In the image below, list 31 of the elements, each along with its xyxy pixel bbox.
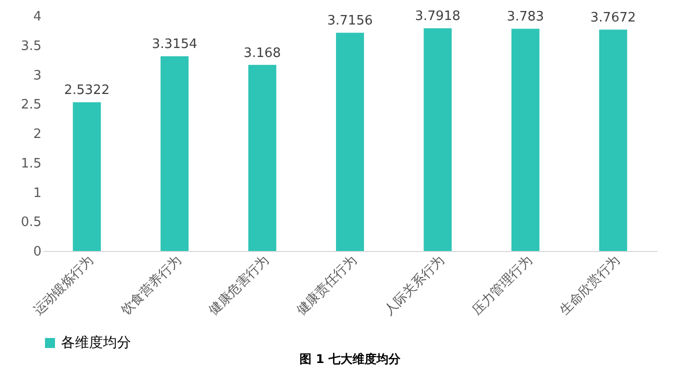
x-tick-label: 人际关系行为 xyxy=(382,252,448,319)
bar xyxy=(511,28,540,251)
y-tick-label: 2.5 xyxy=(20,98,42,113)
y-tick-label: 0 xyxy=(33,244,42,260)
legend-label: 各维度均分 xyxy=(61,335,131,351)
bar xyxy=(160,56,189,251)
data-label: 3.783 xyxy=(506,10,544,25)
data-label: 3.7156 xyxy=(327,14,373,29)
x-tick-label: 饮食营养行为 xyxy=(117,252,184,320)
y-tick-label: 1.5 xyxy=(20,156,42,172)
data-label: 3.3154 xyxy=(152,37,198,52)
y-tick-label: 3.5 xyxy=(20,38,42,54)
text: 图 1 七大维度均分 xyxy=(300,352,402,366)
bar xyxy=(248,64,276,251)
data-label: 3.7672 xyxy=(590,10,636,26)
x-tick-label: 压力管理行为 xyxy=(470,252,536,319)
data-label: 2.5322 xyxy=(64,83,110,98)
bar xyxy=(599,30,628,251)
y-tick-label: 0.5 xyxy=(20,215,42,230)
y-tick-label: 3 xyxy=(33,68,42,84)
data-label: 3.7918 xyxy=(414,9,460,24)
bar xyxy=(336,32,364,251)
bar xyxy=(424,28,452,251)
y-tick-label: 1 xyxy=(33,186,42,201)
x-tick-label: 健康责任行为 xyxy=(294,252,360,319)
data-label: 3.168 xyxy=(244,46,281,61)
x-tick-label: 生命欣赏行为 xyxy=(557,252,624,319)
x-tick-label: 健康危害行为 xyxy=(206,252,272,319)
bar xyxy=(72,102,101,251)
y-tick-label: 4 xyxy=(33,10,42,24)
y-tick-label: 2 xyxy=(33,127,42,142)
